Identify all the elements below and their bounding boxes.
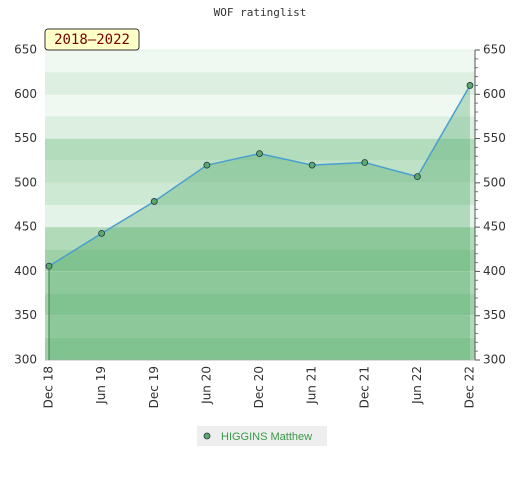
y2-tick-label: 450 <box>483 220 506 234</box>
annotation-box <box>44 28 140 51</box>
legend-box <box>197 426 327 446</box>
band <box>45 160 475 183</box>
y-tick-label: 350 <box>14 308 37 322</box>
point <box>256 150 263 158</box>
y-tick-label: 450 <box>14 220 37 234</box>
y-tick-label: 650 <box>14 43 37 57</box>
point <box>45 262 53 270</box>
x-tick-label: Dec 21 <box>357 366 371 408</box>
point <box>361 159 369 166</box>
band <box>45 205 475 228</box>
x-tick-label: Dec 18 <box>42 366 56 408</box>
band <box>45 138 475 161</box>
x-tick-label: Jun 19 <box>94 366 108 405</box>
y-tick-label: 500 <box>14 175 37 189</box>
y2-tick-label: 550 <box>483 131 506 145</box>
band <box>45 315 475 338</box>
y2-tick-label: 400 <box>483 264 506 278</box>
point <box>203 161 211 169</box>
band <box>45 116 475 139</box>
y2-tick-label: 650 <box>483 43 506 57</box>
point <box>413 173 421 181</box>
band <box>45 227 475 250</box>
x-tick-label: Jun 22 <box>410 366 424 405</box>
x-tick-label: Jun 21 <box>305 366 319 405</box>
point <box>150 198 158 205</box>
band <box>45 72 475 95</box>
y-tick-label: 600 <box>14 87 37 101</box>
band <box>45 249 475 272</box>
y2-tick-label: 500 <box>483 175 506 189</box>
y-tick-label: 550 <box>14 131 37 145</box>
point <box>466 82 474 89</box>
x-tick-label: Jun 20 <box>199 366 213 405</box>
y-tick-label: 300 <box>14 353 37 367</box>
area-fill <box>49 85 470 360</box>
x-tick-label: Dec 22 <box>463 366 477 408</box>
band <box>45 337 475 360</box>
band <box>45 293 475 316</box>
legend-marker <box>203 432 211 440</box>
band <box>45 271 475 294</box>
x-tick-label: Dec 19 <box>147 366 161 408</box>
band <box>45 94 475 117</box>
y2-tick-label: 350 <box>483 308 506 322</box>
point <box>308 161 316 169</box>
band <box>45 50 475 73</box>
x-tick-label: Dec 20 <box>252 366 266 408</box>
y2-tick-label: 600 <box>483 87 506 101</box>
point <box>98 229 106 237</box>
annotation: 2018–2022 <box>54 32 130 48</box>
y-tick-label: 400 <box>14 264 37 278</box>
legend-label: HIGGINS Matthew <box>221 431 312 443</box>
chart-title: WOF ratinglist <box>214 6 307 19</box>
y2-tick-label: 300 <box>483 353 506 367</box>
